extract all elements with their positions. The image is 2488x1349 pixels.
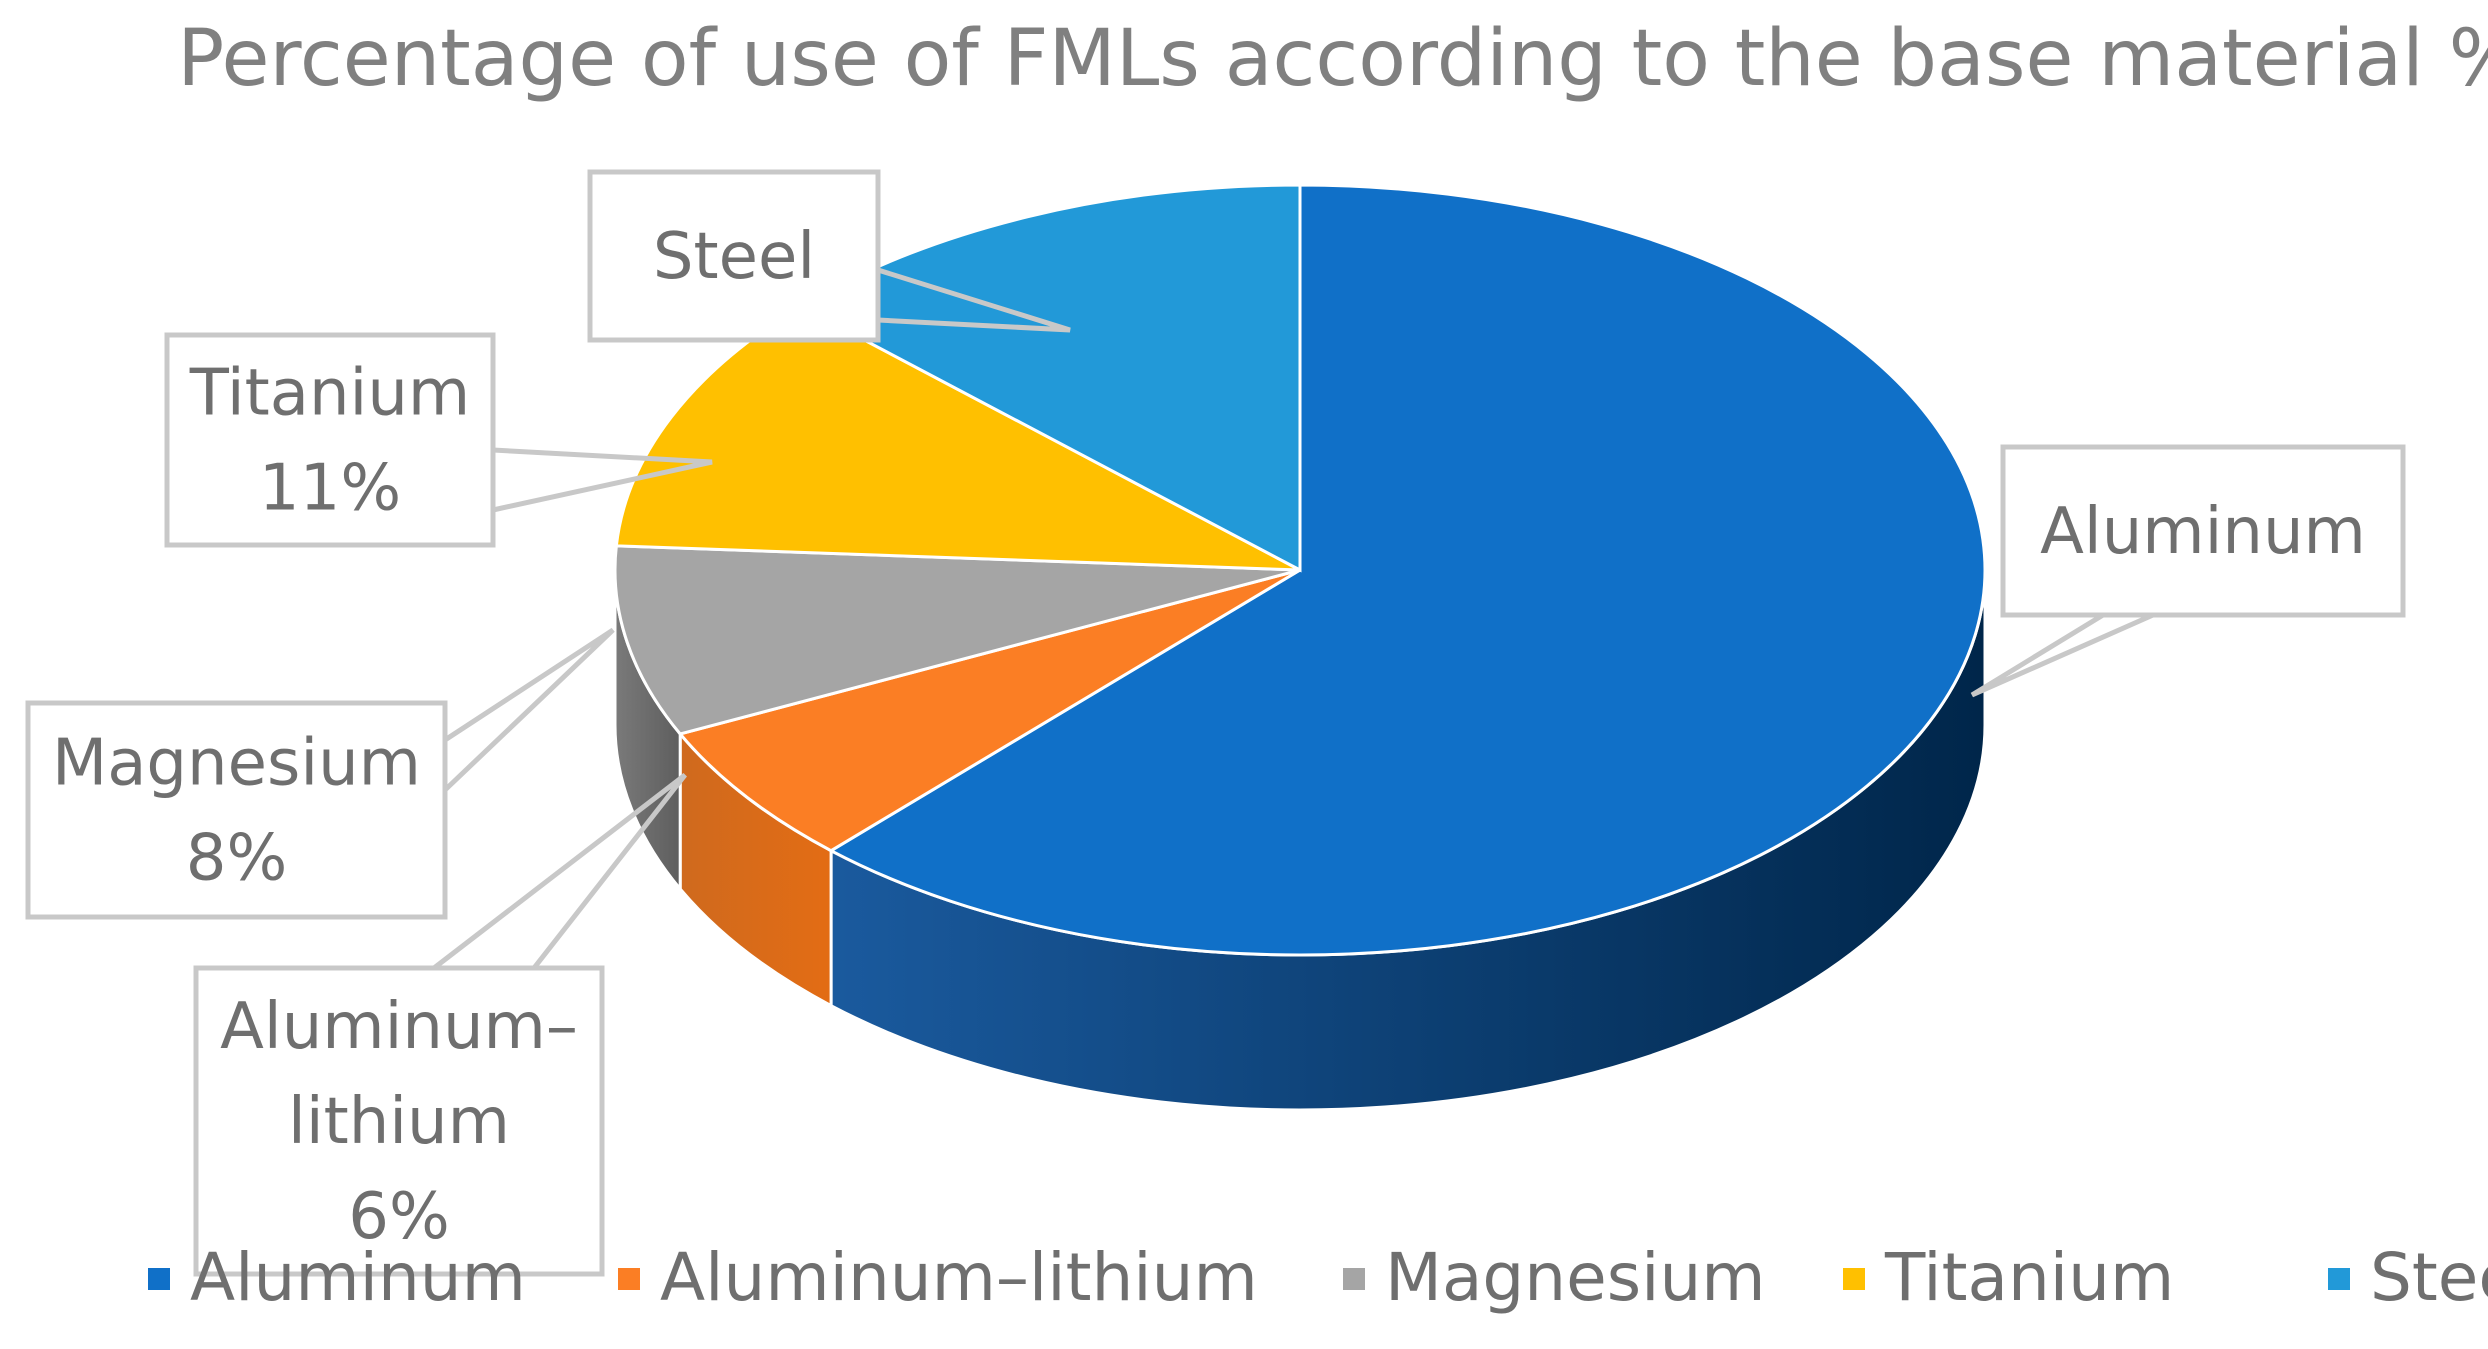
legend-label: Magnesium [1385, 1239, 1766, 1316]
pie-slices [613, 183, 1987, 957]
callout-box [587, 169, 881, 343]
legend-swatch [2328, 1268, 2350, 1290]
data-label-text: Titanium [189, 357, 470, 431]
data-label-text: lithium [288, 1085, 510, 1159]
data-label-text: 6% [348, 1180, 450, 1254]
legend-label: Steel [2370, 1239, 2488, 1316]
data-label-text: Aluminum– [220, 990, 578, 1064]
pie-slice-magnesium [613, 544, 1301, 736]
callout-box [164, 332, 496, 548]
callout-aluminum-lithium: Aluminum– lithium 6% [193, 773, 687, 1277]
data-label-callouts: Aluminum Aluminum– lithium 6% Magnesium 8% Tit… [25, 169, 2406, 1277]
data-label-text: Aluminum [2040, 495, 2366, 569]
callout-magnesium: Magnesium 8% [25, 627, 615, 920]
callout-pointer [877, 267, 1071, 333]
callout-aluminum: Aluminum [1970, 444, 2406, 698]
legend-item-steel: Steel [2328, 1239, 2488, 1316]
callout-titanium: Titanium 11% [164, 332, 713, 548]
pie-slice-aluminum-lithium [677, 568, 1301, 853]
chart-title: Percentage of use of FMLs according to t… [177, 14, 2488, 104]
legend-item-aluminum: Aluminum [148, 1239, 526, 1316]
data-label-text: Magnesium [52, 727, 421, 801]
callout-pointer [443, 627, 615, 792]
callout-pointer [432, 773, 687, 970]
callout-box [193, 965, 605, 1277]
callout-box [25, 700, 448, 920]
legend: Aluminum Aluminum–lithium Magnesium Titaniu… [148, 1239, 2488, 1316]
legend-swatch [1843, 1268, 1865, 1290]
callout-box [2000, 444, 2406, 618]
legend-swatch [1343, 1268, 1365, 1290]
legend-swatch [148, 1268, 170, 1290]
legend-label: Titanium [1884, 1239, 2174, 1316]
legend-label: Aluminum [190, 1239, 526, 1316]
callout-pointer [1970, 612, 2155, 698]
legend-swatch [618, 1268, 640, 1290]
legend-item-titanium: Titanium [1843, 1239, 2174, 1316]
callout-steel: Steel [587, 169, 1071, 343]
legend-item-magnesium: Magnesium [1343, 1239, 1766, 1316]
callout-pointer [492, 447, 713, 513]
pie-sides [613, 569, 1987, 1112]
pie-slice-aluminum [828, 183, 1987, 957]
data-label-text: 11% [259, 452, 401, 526]
data-label-text: 8% [186, 822, 288, 896]
legend-label: Aluminum–lithium [660, 1239, 1258, 1316]
data-label-text: Steel [653, 220, 815, 294]
legend-item-aluminum-lithium: Aluminum–lithium [618, 1239, 1258, 1316]
